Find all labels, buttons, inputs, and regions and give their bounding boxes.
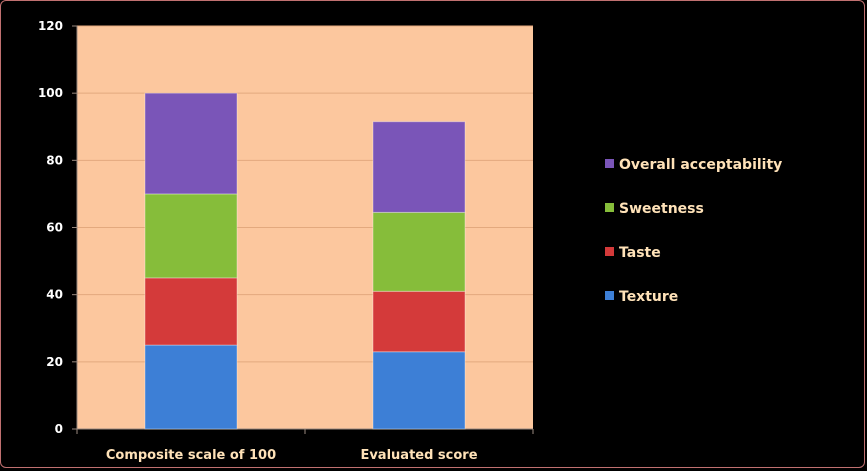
legend-swatch [605, 203, 614, 212]
x-category-label: Composite scale of 100 [106, 448, 276, 463]
bar-segment-texture [144, 344, 238, 430]
y-tick-label: 100 [38, 86, 63, 100]
bar-segment-overall-acceptability [144, 92, 238, 195]
legend-swatch [605, 159, 614, 168]
legend-label: Sweetness [619, 201, 704, 217]
y-tick-label: 120 [38, 19, 63, 33]
bar-segment-sweetness [144, 193, 238, 279]
bar-segment-overall-acceptability [372, 121, 466, 213]
legend-label: Taste [619, 245, 661, 261]
bar-segment-taste [144, 277, 238, 346]
y-tick-label: 80 [46, 153, 63, 167]
legend-label: Texture [619, 289, 678, 305]
y-tick-label: 0 [55, 422, 63, 436]
legend-swatch [605, 291, 614, 300]
y-tick-label: 20 [46, 355, 63, 369]
bar-segment-taste [372, 290, 466, 353]
x-category-label: Evaluated score [360, 448, 477, 463]
y-tick-label: 40 [46, 288, 63, 302]
bar-segment-texture [372, 351, 466, 430]
y-tick-label: 60 [46, 221, 63, 235]
legend-swatch [605, 247, 614, 256]
bar-segment-sweetness [372, 211, 466, 292]
legend-label: Overall acceptability [619, 157, 782, 173]
